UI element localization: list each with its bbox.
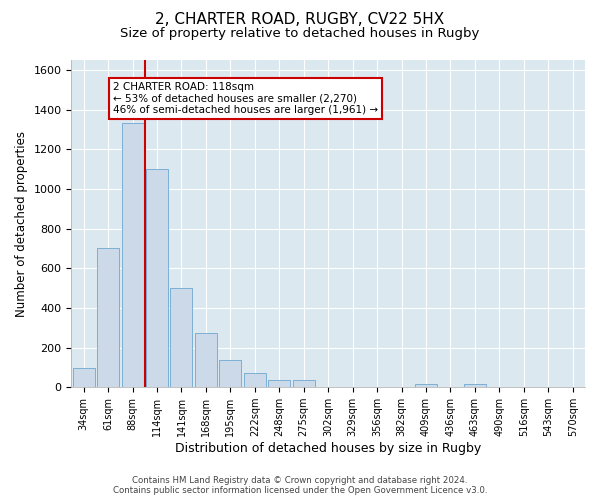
Bar xyxy=(293,380,315,387)
Bar xyxy=(244,374,266,387)
Bar xyxy=(195,332,217,387)
Text: Size of property relative to detached houses in Rugby: Size of property relative to detached ho… xyxy=(121,28,479,40)
Bar xyxy=(220,360,241,387)
Bar xyxy=(122,124,143,387)
Bar xyxy=(415,384,437,387)
Bar xyxy=(464,384,486,387)
X-axis label: Distribution of detached houses by size in Rugby: Distribution of detached houses by size … xyxy=(175,442,481,455)
Text: 2, CHARTER ROAD, RUGBY, CV22 5HX: 2, CHARTER ROAD, RUGBY, CV22 5HX xyxy=(155,12,445,28)
Bar xyxy=(97,248,119,387)
Text: Contains HM Land Registry data © Crown copyright and database right 2024.
Contai: Contains HM Land Registry data © Crown c… xyxy=(113,476,487,495)
Bar xyxy=(170,288,193,387)
Bar xyxy=(268,380,290,387)
Y-axis label: Number of detached properties: Number of detached properties xyxy=(15,130,28,316)
Bar xyxy=(73,368,95,387)
Bar xyxy=(146,169,168,387)
Text: 2 CHARTER ROAD: 118sqm
← 53% of detached houses are smaller (2,270)
46% of semi-: 2 CHARTER ROAD: 118sqm ← 53% of detached… xyxy=(113,82,378,115)
